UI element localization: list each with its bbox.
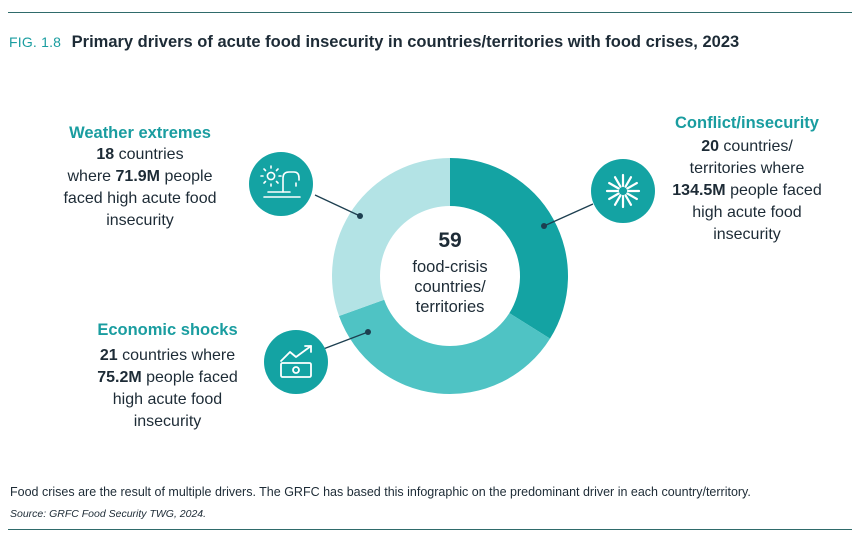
economic-line-4: insecurity bbox=[133, 413, 202, 430]
donut-slice-economic bbox=[338, 299, 551, 394]
leader-dot-weather bbox=[357, 213, 363, 219]
economic-count: 21 bbox=[99, 347, 118, 364]
center-line-3: territories bbox=[416, 298, 485, 316]
weather-people-suffix: people bbox=[160, 168, 213, 185]
burst-ray bbox=[608, 181, 620, 190]
conflict-block: Conflict/insecurity 20 countries/ territ… bbox=[662, 112, 832, 246]
weather-block: Weather extremes 18 countries where 71.9… bbox=[50, 122, 230, 232]
weather-heading: Weather extremes bbox=[69, 124, 211, 142]
leader-line-conflict bbox=[543, 203, 594, 227]
economic-heading: Economic shocks bbox=[97, 321, 238, 339]
donut-slices bbox=[332, 158, 568, 394]
donut-slice-weather bbox=[332, 158, 450, 317]
burst-ray bbox=[624, 194, 633, 206]
center-line-1: food-crisis bbox=[412, 258, 487, 276]
burst-ray bbox=[624, 176, 633, 188]
weather-line-3: faced high acute food bbox=[63, 190, 217, 207]
weather-line-2: where 71.9M people bbox=[50, 166, 230, 188]
figure-title-text: Primary drivers of acute food insecurity… bbox=[71, 33, 740, 51]
leader-dot-economic bbox=[365, 329, 371, 335]
footnote: Food crises are the result of multiple d… bbox=[10, 485, 751, 499]
sun-faucet-icon bbox=[249, 152, 313, 216]
donut-slice-conflict bbox=[450, 158, 568, 339]
weather-people: 71.9M bbox=[115, 168, 160, 185]
economic-people: 75.2M bbox=[97, 369, 142, 386]
conflict-line-4: high acute food bbox=[692, 204, 802, 221]
figure-title: FIG. 1.8 Primary drivers of acute food i… bbox=[9, 33, 739, 52]
weather-where: where bbox=[67, 168, 116, 185]
burst-ray bbox=[613, 176, 622, 188]
weather-count-suffix: countries bbox=[114, 146, 184, 163]
figure-label: FIG. 1.8 bbox=[9, 34, 62, 50]
leader-dot-conflict bbox=[541, 223, 547, 229]
top-rule bbox=[8, 12, 852, 13]
conflict-count: 20 bbox=[701, 138, 719, 155]
economic-line-3: high acute food bbox=[112, 391, 223, 408]
burst-ray bbox=[626, 181, 638, 190]
weather-line-4: insecurity bbox=[106, 212, 174, 229]
economic-line-1: 21 countries where bbox=[80, 345, 255, 367]
burst-ray bbox=[608, 192, 620, 201]
burst-icon bbox=[591, 159, 655, 223]
conflict-line-5: insecurity bbox=[713, 226, 781, 243]
money-chart-icon bbox=[264, 330, 328, 394]
source-note: Source: GRFC Food Security TWG, 2024. bbox=[10, 508, 207, 520]
center-value: 59 bbox=[438, 229, 461, 252]
conflict-people: 134.5M bbox=[672, 182, 726, 199]
bottom-rule bbox=[8, 529, 852, 530]
leader-line-weather bbox=[314, 194, 361, 217]
weather-count: 18 bbox=[96, 146, 115, 163]
economic-block: Economic shocks 21 countries where 75.2M… bbox=[80, 319, 255, 433]
economic-line-2: 75.2M people faced bbox=[80, 367, 255, 389]
conflict-line-2: territories where bbox=[689, 160, 805, 177]
conflict-line-3: 134.5M people faced bbox=[662, 180, 832, 202]
burst-ray bbox=[626, 192, 638, 201]
leader-line-economic bbox=[317, 331, 369, 352]
conflict-heading: Conflict/insecurity bbox=[675, 114, 819, 132]
conflict-line-1: 20 countries/ bbox=[662, 136, 832, 158]
burst-ray bbox=[613, 194, 622, 206]
center-line-2: countries/ bbox=[414, 278, 486, 296]
weather-line-1: 18 countries bbox=[50, 144, 230, 166]
conflict-people-suffix: people faced bbox=[725, 182, 822, 199]
economic-count-suffix: countries where bbox=[117, 347, 236, 364]
economic-people-suffix: people faced bbox=[141, 369, 238, 386]
center-label: 59 food-crisis countries/ territories bbox=[412, 229, 487, 316]
leader-lines bbox=[314, 194, 594, 352]
conflict-count-suffix: countries/ bbox=[718, 138, 793, 155]
